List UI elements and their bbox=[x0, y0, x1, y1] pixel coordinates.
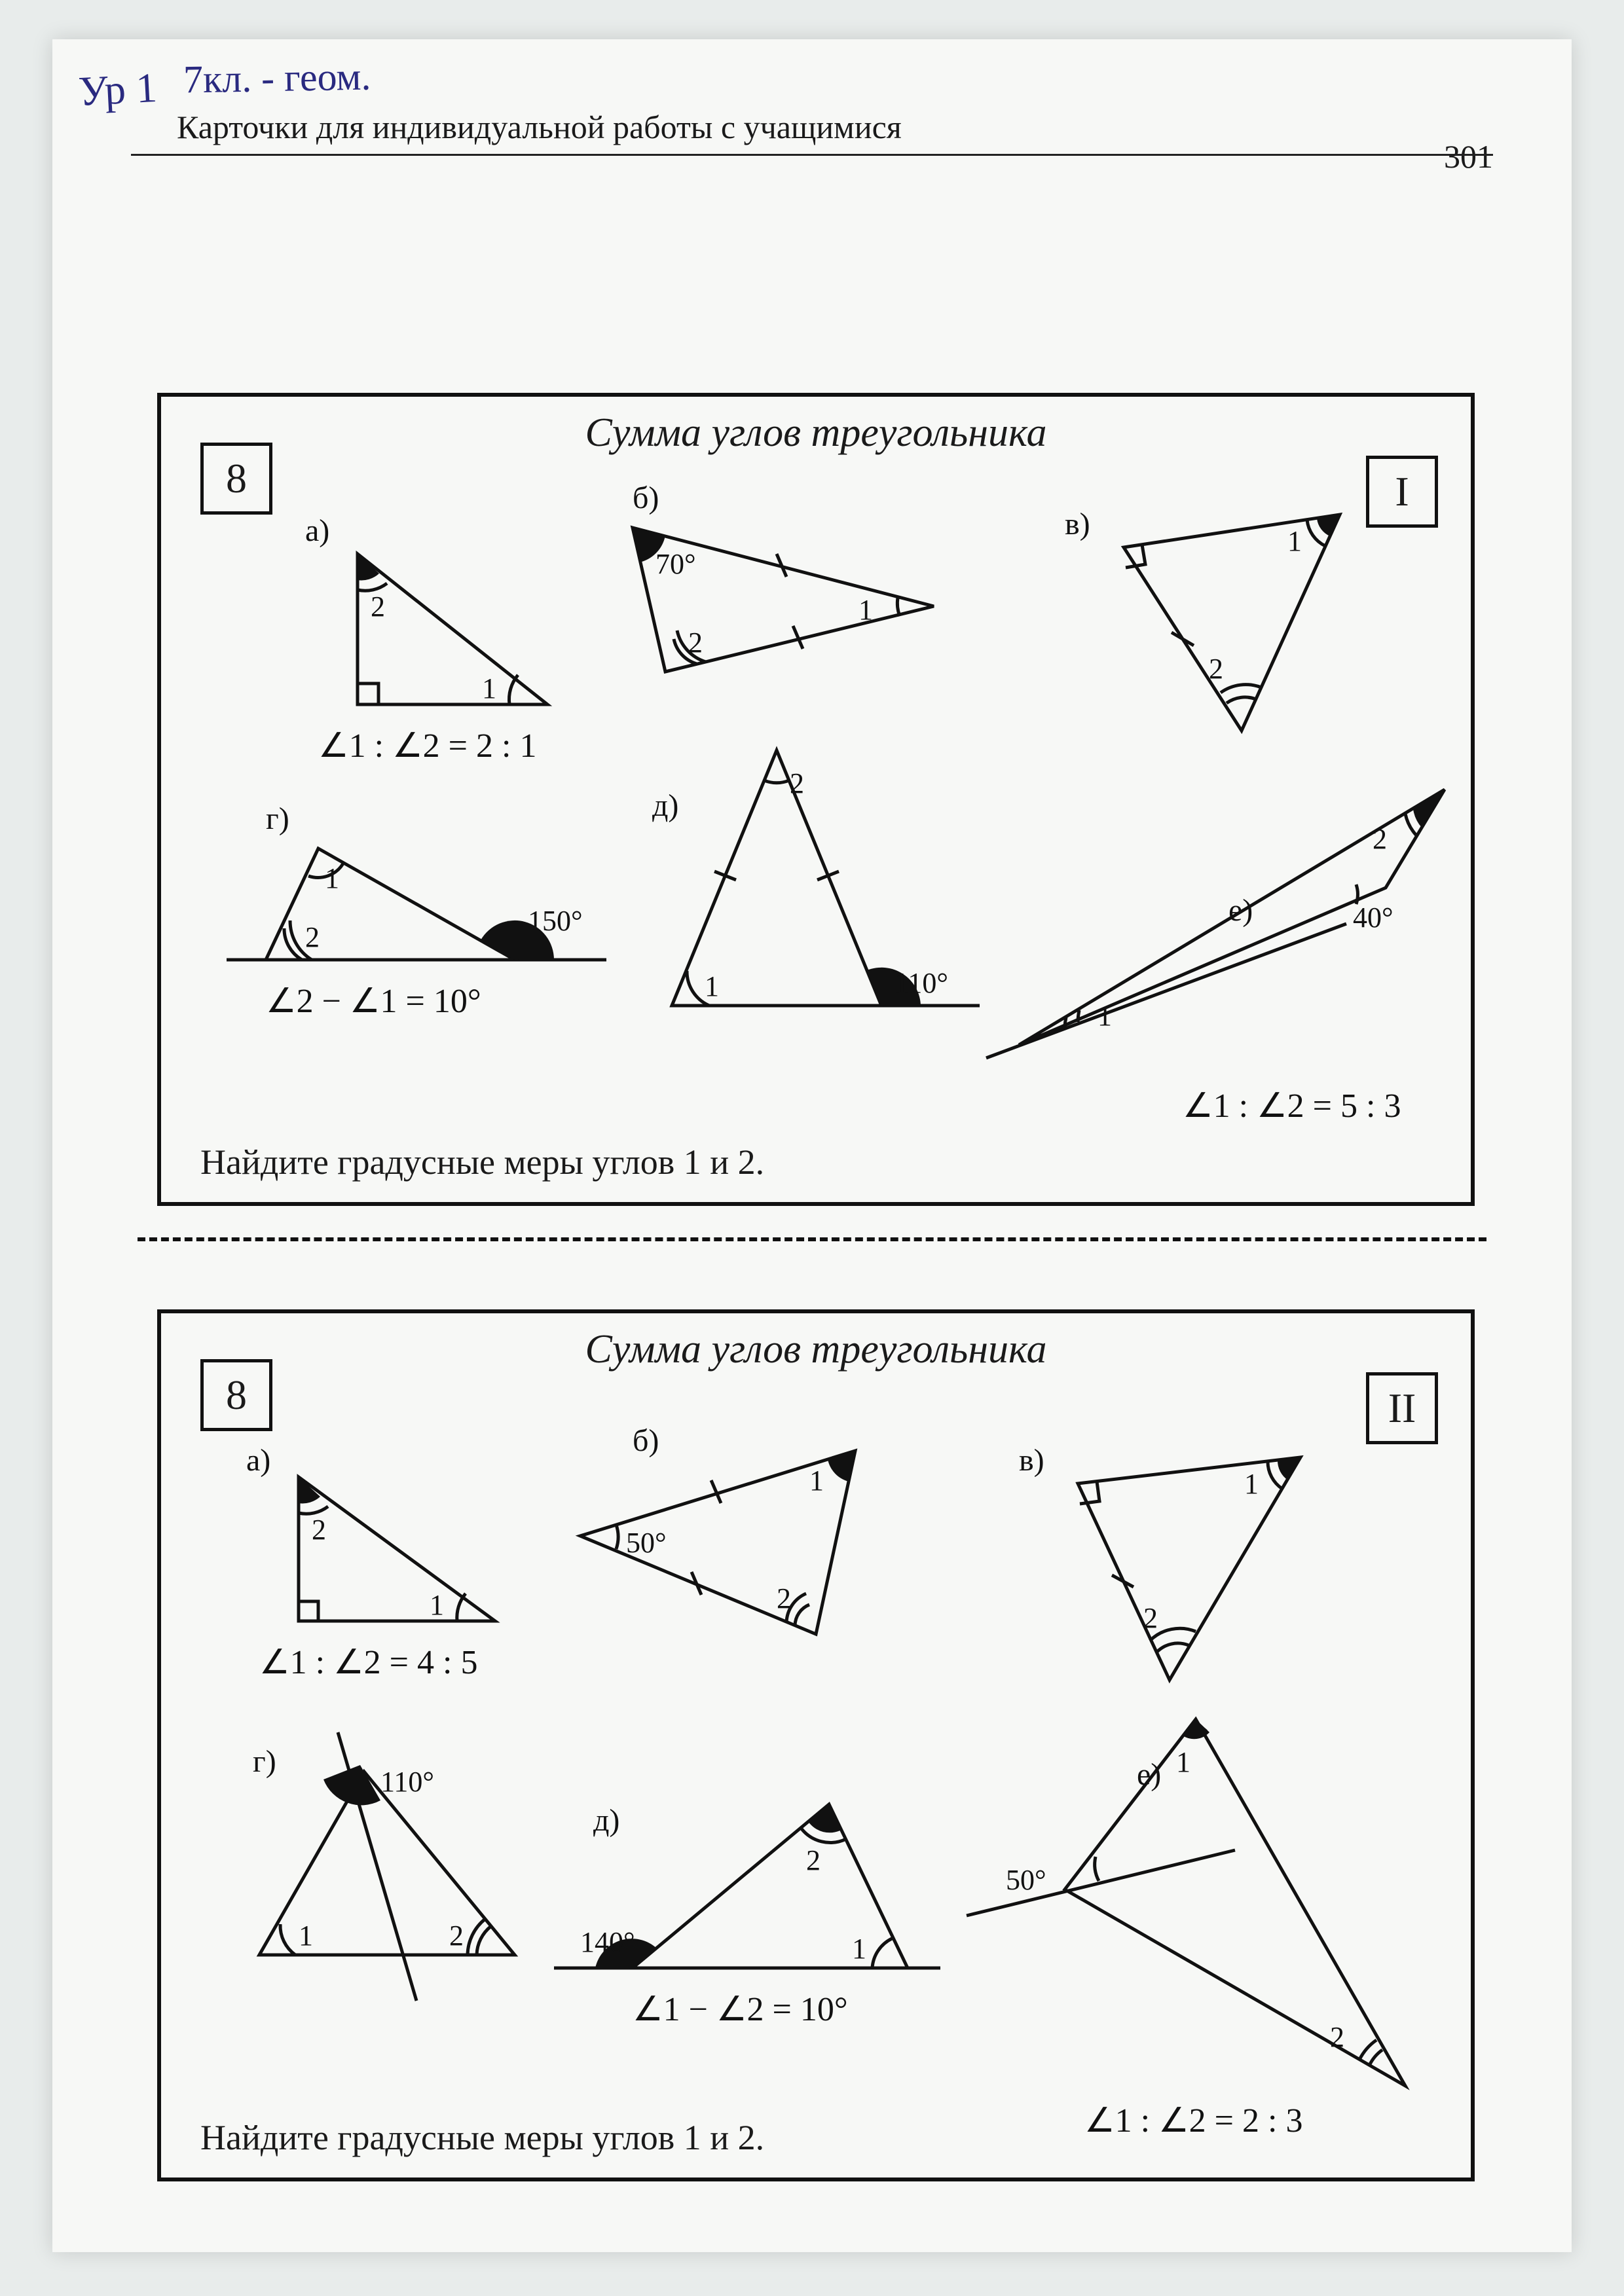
card1-problem-a: а) 2 1 ∠1 : ∠2 = 2 : 1 bbox=[286, 508, 574, 796]
angle-50: 50° bbox=[1006, 1864, 1046, 1896]
angle-40: 40° bbox=[1353, 902, 1393, 934]
card1-instruction: Найдите градусные меры углов 1 и 2. bbox=[200, 1142, 764, 1182]
formula-d: ∠2 − ∠1 = 10° bbox=[266, 983, 481, 1020]
handwritten-note-2: 7кл. - геом. bbox=[183, 54, 371, 103]
angle-2: 2 bbox=[1209, 653, 1223, 685]
angle-150: 150° bbox=[528, 905, 583, 937]
card2-problem-d: г) 110° 1 2 bbox=[227, 1732, 567, 2007]
angle-110: 110° bbox=[380, 1766, 434, 1798]
angle-1: 1 bbox=[482, 672, 496, 704]
angle-1: 1 bbox=[705, 970, 719, 1002]
angle-110: 110° bbox=[895, 967, 948, 999]
card1-problem-f: е) 40° 2 1 ∠1 : ∠2 = 5 : 3 bbox=[986, 776, 1458, 1143]
card2-problem-a: а) 2 1 ∠1 : ∠2 = 4 : 5 bbox=[233, 1444, 521, 1706]
handwritten-note-1: Ур 1 bbox=[77, 64, 158, 116]
formula-a: ∠1 : ∠2 = 2 : 1 bbox=[318, 727, 536, 765]
angle-1: 1 bbox=[809, 1465, 824, 1497]
card2-title: Сумма углов треугольника bbox=[161, 1326, 1471, 1373]
label-b: б) bbox=[633, 1423, 659, 1458]
angle-1: 1 bbox=[1287, 525, 1302, 557]
angle-70: 70° bbox=[655, 548, 696, 580]
formula-e: ∠1 − ∠2 = 10° bbox=[633, 1991, 848, 2028]
card2-problem-e: д) 140° 2 1 ∠1 − ∠2 = 10° bbox=[554, 1772, 960, 2053]
card2-problem-f: е) 1 50° 2 ∠1 : ∠2 = 2 : 3 bbox=[967, 1700, 1451, 2151]
card1-problem-b: б) 70° 1 2 bbox=[593, 482, 960, 698]
angle-140: 140° bbox=[580, 1926, 635, 1958]
label-a: а) bbox=[305, 513, 329, 548]
card1-title: Сумма углов треугольника bbox=[161, 410, 1471, 456]
page-number: 301 bbox=[1444, 137, 1493, 175]
worksheet-card-1: Сумма углов треугольника 8 I а) 2 1 ∠1 :… bbox=[157, 393, 1475, 1206]
page-header: Карточки для индивидуальной работы с уча… bbox=[177, 108, 902, 146]
angle-2: 2 bbox=[312, 1514, 326, 1546]
label-d: г) bbox=[253, 1744, 276, 1779]
angle-2: 2 bbox=[777, 1582, 791, 1614]
angle-1: 1 bbox=[858, 594, 873, 626]
angle-2: 2 bbox=[790, 767, 804, 799]
card1-number-box: 8 bbox=[200, 443, 272, 515]
angle-2: 2 bbox=[1330, 2021, 1344, 2053]
label-b: б) bbox=[633, 481, 659, 515]
angle-1: 1 bbox=[299, 1920, 313, 1952]
angle-1: 1 bbox=[325, 862, 339, 894]
label-c: в) bbox=[1065, 507, 1090, 541]
angle-2: 2 bbox=[1373, 823, 1387, 855]
angle-1: 1 bbox=[1244, 1468, 1259, 1500]
label-e: д) bbox=[593, 1803, 619, 1838]
card1-problem-c: в) 1 2 bbox=[1039, 482, 1379, 757]
angle-2: 2 bbox=[688, 627, 703, 659]
label-e: д) bbox=[652, 788, 678, 823]
label-f: е) bbox=[1137, 1757, 1161, 1792]
worksheet-card-2: Сумма углов треугольника 8 II а) 2 1 ∠1 … bbox=[157, 1309, 1475, 2181]
card1-problem-d: г) 1 2 150° ∠2 − ∠1 = 10° bbox=[227, 803, 619, 1051]
card2-number-box: 8 bbox=[200, 1359, 272, 1431]
angle-2: 2 bbox=[1143, 1602, 1158, 1634]
scanned-page: Ур 1 7кл. - геом. Карточки для индивидуа… bbox=[52, 39, 1572, 2252]
angle-1: 1 bbox=[852, 1933, 866, 1965]
angle-2: 2 bbox=[305, 921, 320, 953]
card2-instruction: Найдите градусные меры углов 1 и 2. bbox=[200, 2117, 764, 2158]
label-d: г) bbox=[266, 801, 289, 836]
label-a: а) bbox=[246, 1443, 270, 1478]
formula-a: ∠1 : ∠2 = 4 : 5 bbox=[259, 1644, 477, 1681]
angle-2: 2 bbox=[449, 1920, 464, 1952]
card2-problem-c: в) 1 2 bbox=[999, 1418, 1340, 1706]
angle-1: 1 bbox=[430, 1589, 444, 1621]
card2-variant-box: II bbox=[1366, 1372, 1438, 1444]
card2-problem-b: б) 50° 1 2 bbox=[554, 1425, 921, 1660]
angle-1: 1 bbox=[1098, 1000, 1112, 1032]
label-c: в) bbox=[1019, 1443, 1044, 1478]
angle-2: 2 bbox=[371, 591, 385, 623]
angle-2: 2 bbox=[806, 1844, 821, 1876]
angle-1: 1 bbox=[1176, 1746, 1190, 1778]
header-rule bbox=[131, 154, 1493, 156]
formula-f: ∠1 : ∠2 = 2 : 3 bbox=[1084, 2102, 1302, 2140]
cut-line bbox=[138, 1237, 1486, 1241]
angle-50: 50° bbox=[626, 1527, 667, 1559]
formula-f: ∠1 : ∠2 = 5 : 3 bbox=[1183, 1087, 1401, 1125]
card1-problem-e: д) 2 1 110° bbox=[633, 731, 986, 1058]
